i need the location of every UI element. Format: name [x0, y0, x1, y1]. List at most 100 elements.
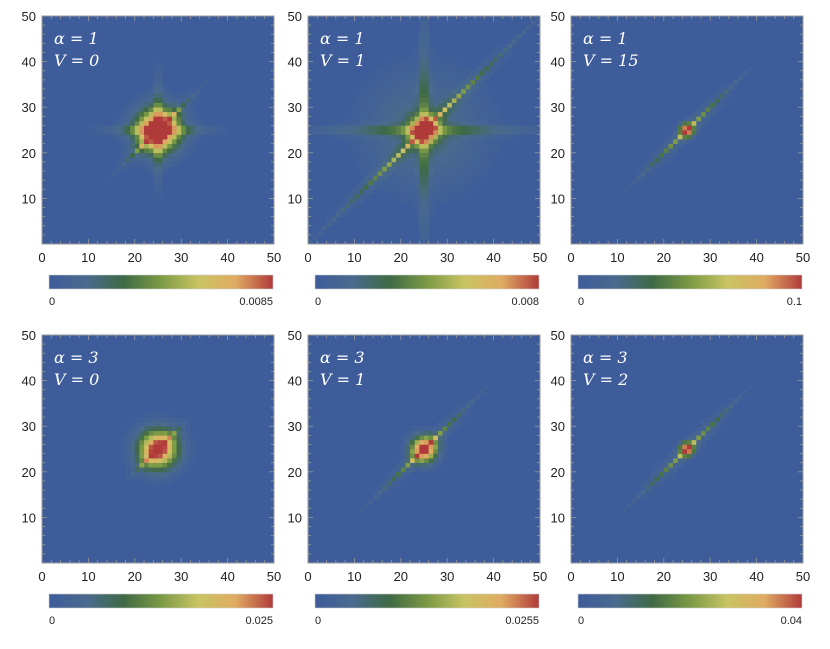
heatmap-cell	[185, 421, 191, 427]
heatmap-cell	[400, 120, 406, 126]
heatmap-cell	[424, 125, 429, 131]
heatmap-cell	[162, 430, 168, 436]
heatmap-cell	[148, 439, 154, 445]
heatmap-cell	[484, 75, 490, 81]
heatmap-cell	[181, 471, 187, 477]
heatmap-cell	[719, 412, 725, 418]
heatmap-cell	[190, 116, 196, 122]
heatmap-cell	[204, 125, 210, 131]
heatmap-cell	[724, 84, 730, 90]
y-tick-label: 10	[288, 510, 302, 525]
heatmap-cell	[410, 111, 416, 117]
heatmap-cell	[691, 444, 697, 450]
heatmap-cell	[363, 193, 369, 199]
heatmap-cell	[456, 107, 462, 113]
heatmap-cell	[153, 125, 159, 131]
heatmap-cell	[391, 184, 397, 190]
heatmap-cell	[377, 120, 383, 126]
heatmap-cell	[530, 130, 536, 135]
heatmap-cell	[185, 102, 191, 108]
heatmap-cell	[654, 480, 660, 486]
heatmap-cell	[451, 180, 457, 186]
heatmap-cell	[484, 134, 490, 140]
heatmap-cell	[728, 412, 734, 418]
heatmap-cell	[158, 102, 163, 108]
heatmap-cell	[475, 107, 480, 113]
heatmap-cell	[400, 61, 406, 67]
heatmap-cell	[677, 134, 683, 140]
heatmap-cell	[419, 453, 425, 459]
heatmap-cell	[437, 193, 443, 199]
heatmap-cell	[134, 93, 140, 99]
heatmap-cell	[331, 216, 337, 222]
heatmap-cell	[451, 66, 457, 72]
heatmap-cell	[195, 88, 201, 94]
heatmap-cell	[424, 47, 429, 53]
heatmap-cell	[424, 75, 429, 81]
heatmap-cell	[162, 467, 168, 473]
heatmap-cell	[488, 70, 494, 76]
heatmap-cell	[400, 152, 406, 158]
heatmap-cell	[410, 430, 416, 436]
heatmap-cell	[424, 166, 429, 172]
heatmap-cell	[176, 439, 182, 445]
y-tick-label: 40	[22, 374, 36, 389]
heatmap-cell	[386, 485, 392, 491]
heatmap-cell	[167, 417, 173, 422]
heatmap-cell	[349, 193, 355, 199]
heatmap-cell	[654, 148, 660, 154]
heatmap-cell	[437, 444, 443, 450]
heatmap-cell	[153, 480, 159, 486]
heatmap-cell	[139, 467, 145, 473]
heatmap-cell	[475, 180, 480, 186]
heatmap-cell	[391, 171, 397, 176]
heatmap-cell	[386, 152, 392, 158]
heatmap-cell	[158, 98, 163, 103]
x-tick-label: 50	[267, 250, 281, 265]
heatmap-cell	[144, 125, 150, 131]
heatmap-cell	[368, 161, 374, 167]
heatmap-cell	[382, 485, 388, 491]
heatmap-cell	[120, 157, 126, 163]
heatmap-cell	[442, 180, 448, 186]
heatmap-cell	[354, 157, 360, 163]
heatmap-cell	[465, 66, 471, 72]
heatmap-cell	[410, 439, 416, 445]
colorbar-max-label: 0.0255	[505, 615, 539, 627]
heatmap-cell	[400, 116, 406, 122]
heatmap-cell	[447, 171, 453, 176]
heatmap-cell	[691, 116, 697, 122]
heatmap-cell	[134, 143, 140, 149]
heatmap-cell	[414, 84, 420, 90]
heatmap-cell	[144, 476, 150, 482]
heatmap-cell	[139, 98, 145, 103]
heatmap-cell	[377, 166, 383, 172]
heatmap-cell	[410, 88, 416, 94]
heatmap-cell	[167, 157, 173, 163]
heatmap-cell	[728, 398, 734, 404]
heatmap-cell	[372, 130, 378, 135]
heatmap-cell	[158, 161, 163, 167]
heatmap-cell	[372, 184, 378, 190]
colorbar	[48, 593, 274, 609]
heatmap-cell	[368, 116, 374, 122]
heatmap-cell	[682, 435, 688, 441]
heatmap-cell	[456, 125, 462, 131]
heatmap-cell	[153, 93, 159, 99]
x-tick-label: 40	[486, 569, 500, 584]
heatmap-cell	[645, 476, 651, 482]
heatmap-cell	[158, 75, 163, 81]
heatmap-cell	[162, 84, 168, 90]
heatmap-cell	[144, 134, 150, 140]
heatmap-cell	[696, 444, 702, 450]
plot-frame	[307, 15, 541, 245]
heatmap-cell	[181, 453, 187, 459]
heatmap-cell	[493, 57, 499, 62]
heatmap-cell	[396, 143, 402, 149]
heatmap-cell	[414, 449, 420, 454]
heatmap-cell	[507, 134, 513, 140]
heatmap-cell	[405, 79, 411, 85]
heatmap-cell	[354, 198, 360, 204]
